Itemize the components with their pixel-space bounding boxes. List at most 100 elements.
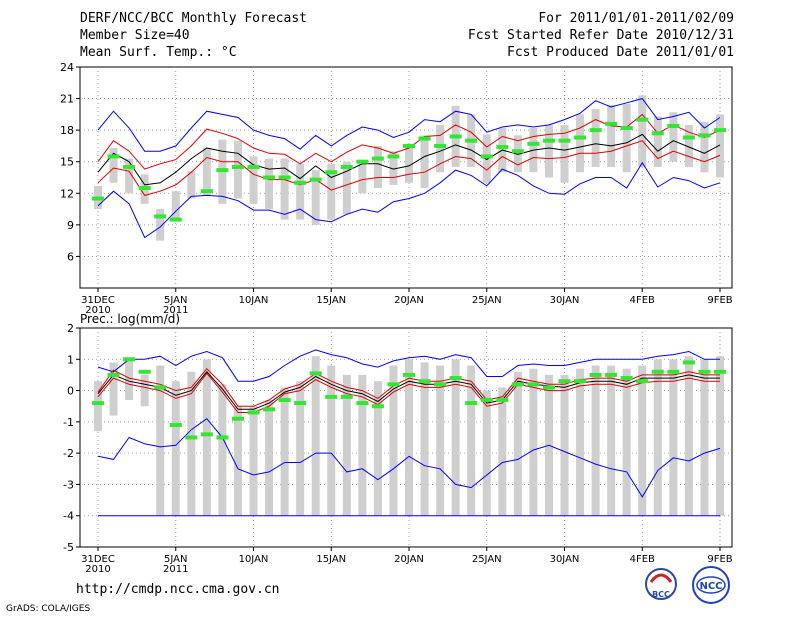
series-p90-line [97,113,721,170]
y-tick-label: -1 [63,416,74,429]
ensemble-box [420,362,429,516]
obs-marker [356,159,369,164]
obs-marker [527,382,540,387]
ensemble-box [218,384,227,516]
y-tick-label: 18 [60,124,74,137]
x-tick-sublabel: 2011 [163,305,188,316]
obs-marker [589,128,602,133]
ensemble-box [451,359,460,516]
plot-frame [79,327,733,548]
y-tick-label: 9 [67,219,74,232]
obs-marker [231,164,244,169]
bcc-logo-arc [649,573,673,583]
obs-marker [247,410,260,415]
ensemble-box [513,371,522,516]
obs-marker [418,379,431,384]
obs-marker [107,372,120,377]
obs-marker [682,135,695,140]
obs-marker [294,180,307,185]
series-mean-line [97,371,720,410]
ensemble-box [700,121,709,173]
x-tick-sublabel: 2010 [85,564,110,575]
y-tick-label: 0 [67,385,74,398]
ensemble-box [700,359,709,516]
ensemble-box [358,159,367,194]
ensemble-box [156,209,165,241]
obs-marker [480,154,493,159]
ensemble-box [653,359,662,516]
obs-marker [620,126,633,131]
obs-marker [558,138,571,143]
obs-marker [123,164,136,169]
obs-marker [247,164,260,169]
footer-url[interactable]: http://cmdp.ncc.cma.gov.cn [76,582,280,597]
series-min-line [97,418,721,498]
obs-marker [325,394,338,399]
x-tick-label: 5JAN [164,295,187,306]
x-tick-label: 4FEB [630,295,655,306]
ensemble-box [187,371,196,516]
ensemble-box [327,365,336,516]
series-p10-line [97,140,721,196]
ensemble-box [342,161,351,215]
obs-marker [340,164,353,169]
obs-marker [605,121,618,126]
x-tick-label: 15JAN [316,295,346,306]
bcc-logo: BCC [645,568,677,600]
obs-marker [651,369,664,374]
ensemble-box [669,359,678,516]
obs-marker [294,401,307,406]
obs-marker [698,133,711,138]
ensemble-box [420,135,429,189]
obs-marker [682,360,695,365]
ensemble-box [591,109,600,167]
ensemble-box [156,365,165,516]
panel-title: Prec.: log(mm/d) [80,312,180,326]
header-left: DERF/NCC/BCC Monthly Forecast Member Size… [80,10,307,61]
ensemble-box [544,124,553,178]
ensemble-box [171,191,180,220]
ensemble-box [684,356,693,516]
ensemble-box [576,114,585,173]
obs-marker [356,401,369,406]
x-tick-label: 20JAN [394,295,424,306]
series-p90-line [97,367,720,407]
x-tick-label: 25JAN [472,295,502,306]
x-tick-label: 31DEC [81,295,115,306]
ensemble-box [140,374,149,407]
obs-marker [278,397,291,402]
obs-marker [107,154,120,159]
obs-marker [387,382,400,387]
bcc-logo-ring [645,568,677,600]
obs-marker [714,128,726,133]
ensemble-box [405,359,413,516]
y-tick-label: 2 [67,322,74,335]
ensemble-box [202,148,211,196]
ensemble-box [622,368,631,516]
ensemble-box [125,158,134,194]
series-p10-line [97,372,720,413]
ensemble-box [342,374,351,516]
ensemble-box [311,356,320,516]
obs-marker [651,131,664,136]
ensemble-box [684,124,693,167]
ensemble-box [622,103,631,173]
obs-marker [92,196,104,201]
x-tick-label: 31DEC [81,554,115,565]
ensemble-box [389,151,398,185]
obs-marker [169,217,182,222]
x-tick-label: 9FEB [707,295,732,306]
obs-marker [511,382,524,387]
obs-marker [403,143,415,148]
obs-marker [434,382,447,387]
obs-marker [449,376,462,381]
obs-marker [496,144,509,149]
obs-marker [138,369,151,374]
x-tick-label: 10JAN [239,554,269,565]
obs-marker [309,177,322,182]
ensemble-box [187,171,196,199]
ensemble-box [280,387,289,516]
ensemble-box [109,148,118,183]
ensemble-box [529,368,538,516]
